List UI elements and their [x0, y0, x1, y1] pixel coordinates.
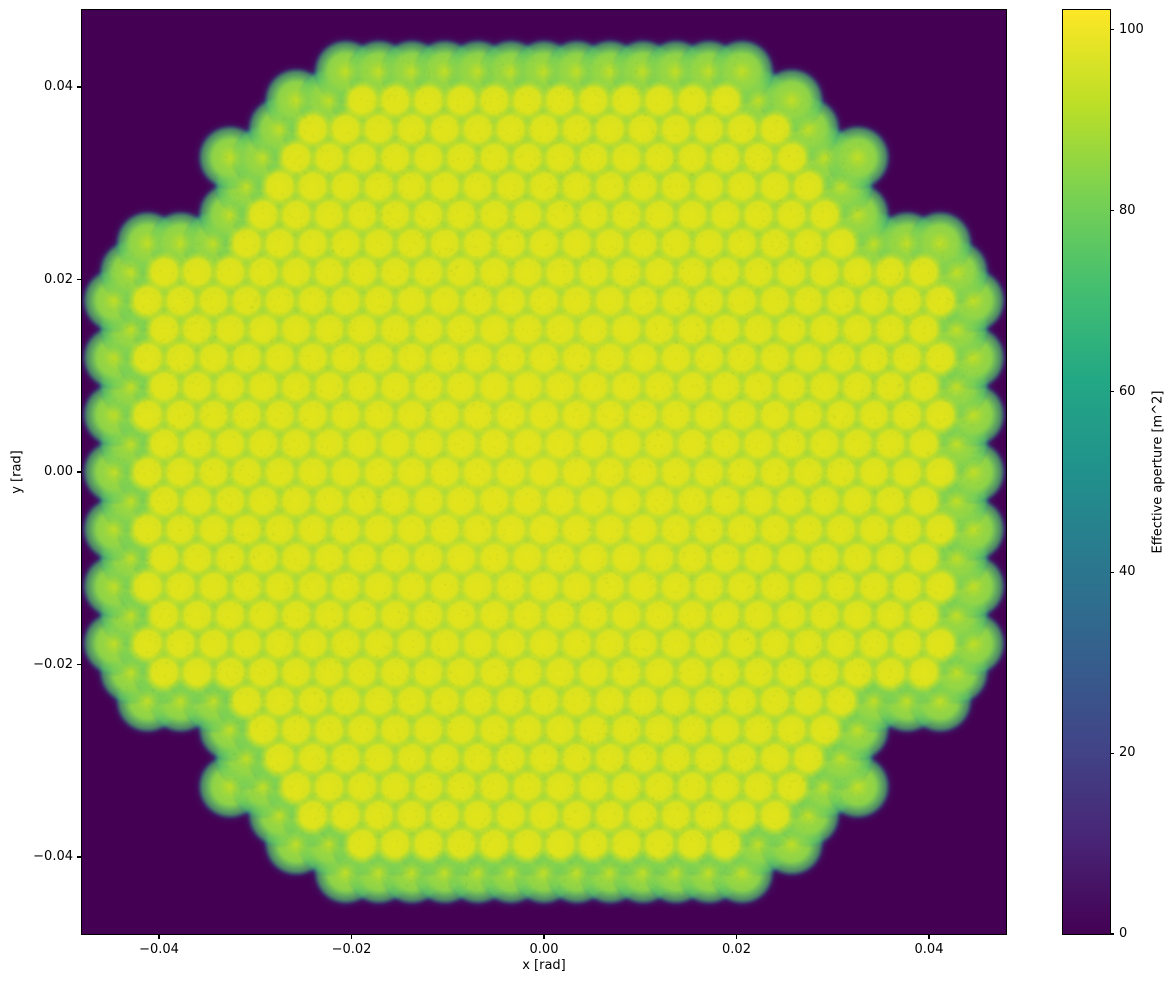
- x-tick-mark: [158, 935, 159, 939]
- colorbar-tick-label: 40: [1119, 564, 1136, 579]
- colorbar-tick-label: 100: [1119, 22, 1144, 37]
- y-tick-label: 0.00: [19, 464, 73, 479]
- y-tick-mark: [77, 856, 81, 857]
- y-tick-mark: [77, 664, 81, 665]
- y-tick-label: 0.02: [19, 272, 73, 287]
- colorbar-tick-mark: [1110, 29, 1114, 30]
- x-tick-mark: [736, 935, 737, 939]
- colorbar-label: Effective aperture [m^2]: [1151, 391, 1166, 554]
- x-tick-label: −0.02: [312, 942, 392, 957]
- x-tick-label: 0.04: [889, 942, 969, 957]
- colorbar-tick-label: 0: [1119, 926, 1127, 941]
- axes: [81, 9, 1007, 935]
- y-tick-mark: [77, 86, 81, 87]
- x-tick-label: 0.02: [697, 942, 777, 957]
- x-tick-mark: [928, 935, 929, 939]
- y-tick-label: 0.04: [19, 79, 73, 94]
- colorbar-tick-mark: [1110, 210, 1114, 211]
- y-tick-label: −0.02: [19, 657, 73, 672]
- colorbar-tick-label: 20: [1119, 745, 1136, 760]
- colorbar-tick-mark: [1110, 572, 1114, 573]
- colorbar-tick-mark: [1110, 933, 1114, 934]
- y-tick-mark: [77, 471, 81, 472]
- colorbar: [1062, 9, 1111, 935]
- x-tick-mark: [351, 935, 352, 939]
- y-tick-label: −0.04: [19, 849, 73, 864]
- colorbar-tick-label: 60: [1119, 384, 1136, 399]
- heatmap-canvas: [82, 10, 1006, 934]
- x-tick-label: 0.00: [504, 942, 584, 957]
- colorbar-tick-label: 80: [1119, 203, 1136, 218]
- x-tick-label: −0.04: [119, 942, 199, 957]
- colorbar-tick-mark: [1110, 753, 1114, 754]
- x-tick-mark: [543, 935, 544, 939]
- colorbar-gradient: [1063, 10, 1110, 934]
- figure: x [rad] y [rad] Effective aperture [m^2]…: [0, 0, 1175, 987]
- x-axis-label: x [rad]: [464, 958, 624, 973]
- colorbar-tick-mark: [1110, 391, 1114, 392]
- y-tick-mark: [77, 279, 81, 280]
